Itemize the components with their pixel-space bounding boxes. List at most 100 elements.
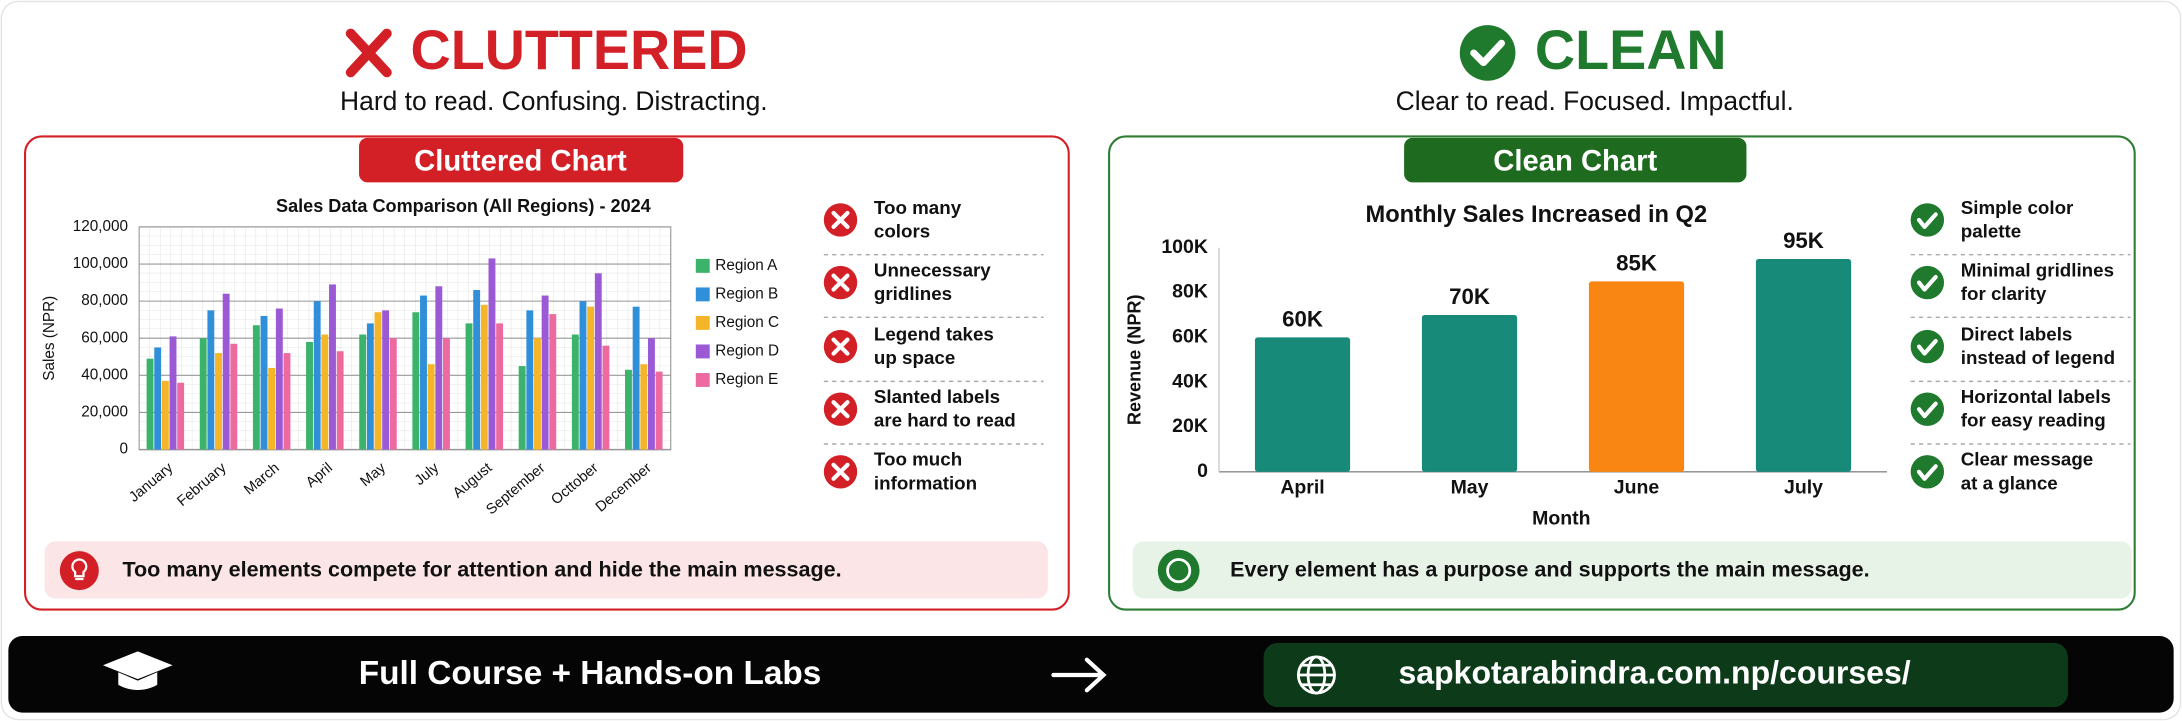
left-tag: Cluttered Chart bbox=[414, 146, 627, 178]
legend-label: Region C bbox=[715, 314, 779, 331]
x-tick-label: May bbox=[1451, 477, 1489, 499]
bar bbox=[215, 353, 222, 450]
right-tag: Clean Chart bbox=[1493, 146, 1657, 178]
bar bbox=[1254, 337, 1351, 472]
url-text[interactable]: sapkotarabindra.com.np/courses/ bbox=[1399, 654, 1911, 690]
y-tick-label: 60K bbox=[1172, 326, 1208, 348]
item-glyph bbox=[1916, 338, 1938, 356]
bar bbox=[1588, 281, 1685, 472]
bar bbox=[435, 286, 443, 450]
item-text: Simple color palette bbox=[1961, 197, 2074, 242]
bar bbox=[252, 325, 260, 450]
item-line: Simple color bbox=[1961, 197, 2074, 218]
course-text: Full Course + Hands-on Labs bbox=[359, 655, 822, 692]
bar bbox=[541, 295, 549, 450]
item-line: colors bbox=[874, 220, 930, 241]
item-icon bbox=[1910, 265, 1945, 300]
y-tick-label: 80K bbox=[1172, 281, 1208, 303]
bar bbox=[594, 273, 602, 450]
y-tick-label: 40K bbox=[1172, 370, 1208, 392]
bar bbox=[230, 343, 238, 450]
bar bbox=[579, 301, 587, 450]
item-line: gridlines bbox=[874, 283, 952, 304]
bar bbox=[283, 353, 291, 450]
bar bbox=[473, 289, 481, 450]
bar bbox=[488, 258, 496, 450]
bar bbox=[161, 380, 169, 450]
item-text: Clear message at a glance bbox=[1961, 449, 2094, 494]
bar bbox=[374, 312, 382, 450]
item-line: instead of legend bbox=[1961, 347, 2115, 368]
cap-icon bbox=[102, 651, 173, 690]
bulb-icon bbox=[59, 551, 99, 591]
y-axis-label: Sales (NPR) bbox=[41, 296, 58, 381]
right-subheading: Clear to read. Focused. Impactful. bbox=[1396, 86, 1794, 116]
item-icon bbox=[1910, 392, 1945, 426]
bulb-glyph bbox=[71, 558, 88, 581]
item-text: Direct labels instead of legend bbox=[1961, 323, 2115, 368]
legend-label: Region E bbox=[715, 371, 778, 388]
item-line: Direct labels bbox=[1961, 323, 2073, 344]
item-line: Clear message bbox=[1961, 449, 2094, 470]
x-tick-label: June bbox=[1614, 477, 1660, 499]
bar bbox=[1755, 258, 1852, 472]
x-tick-label: April bbox=[1280, 477, 1324, 499]
legend-label: Region A bbox=[715, 257, 778, 274]
y-tick-label: 40,000 bbox=[81, 366, 128, 383]
item-glyph bbox=[1916, 274, 1938, 292]
item-line: Slanted labels bbox=[874, 386, 1000, 407]
arrow bbox=[1051, 657, 1107, 693]
bar bbox=[602, 345, 610, 450]
bar bbox=[632, 306, 640, 450]
bar bbox=[177, 382, 185, 450]
bar bbox=[549, 314, 557, 450]
x-tick-label: July bbox=[1784, 477, 1823, 499]
bar bbox=[496, 323, 504, 450]
legend-swatch bbox=[695, 258, 710, 273]
y-tick-label: 0 bbox=[1197, 460, 1208, 482]
y-axis-label: Revenue (NPR) bbox=[1124, 295, 1144, 426]
bar bbox=[587, 306, 595, 450]
url-pill[interactable] bbox=[1263, 642, 2068, 708]
item-glyph bbox=[1916, 401, 1938, 419]
bar bbox=[534, 338, 541, 450]
y-tick-label: 120,000 bbox=[73, 218, 128, 235]
value-label: 95K bbox=[1783, 228, 1824, 253]
bar bbox=[207, 310, 215, 450]
bar bbox=[146, 358, 154, 450]
bar bbox=[625, 369, 632, 450]
item-text: Too many colors bbox=[874, 197, 962, 242]
item-glyph bbox=[831, 273, 850, 292]
value-label: 85K bbox=[1616, 251, 1657, 276]
item-glyph bbox=[831, 400, 850, 419]
item-line: palette bbox=[1961, 220, 2021, 241]
bar bbox=[518, 366, 526, 450]
item-line: Minimal gridlines bbox=[1961, 259, 2114, 280]
target-icon bbox=[1157, 549, 1200, 592]
item-text: Horizontal labels for easy reading bbox=[1961, 386, 2111, 431]
left-heading: CLUTTERED bbox=[411, 19, 748, 81]
legend-label: Region D bbox=[715, 343, 779, 360]
cross-icon bbox=[345, 28, 392, 78]
item-text: Minimal gridlines for clarity bbox=[1961, 259, 2114, 304]
item-glyph bbox=[831, 462, 850, 481]
target-glyph bbox=[1166, 558, 1192, 584]
y-tick-label: 0 bbox=[120, 441, 129, 458]
item-glyph bbox=[1916, 464, 1938, 481]
bar bbox=[275, 308, 283, 450]
globe-icon bbox=[1296, 655, 1336, 695]
bar bbox=[268, 367, 276, 450]
item-glyph bbox=[831, 337, 850, 356]
y-tick-label: 20,000 bbox=[81, 403, 128, 420]
left-tag-bg bbox=[359, 137, 684, 183]
bar bbox=[465, 323, 473, 450]
item-line: Horizontal labels bbox=[1961, 386, 2111, 407]
y-tick-label: 80,000 bbox=[81, 292, 128, 309]
item-glyph bbox=[1916, 212, 1938, 229]
plot-border bbox=[138, 226, 672, 451]
bar bbox=[306, 341, 313, 450]
item-line: are hard to read bbox=[874, 410, 1016, 431]
bar bbox=[199, 338, 207, 450]
bar bbox=[1421, 314, 1518, 472]
